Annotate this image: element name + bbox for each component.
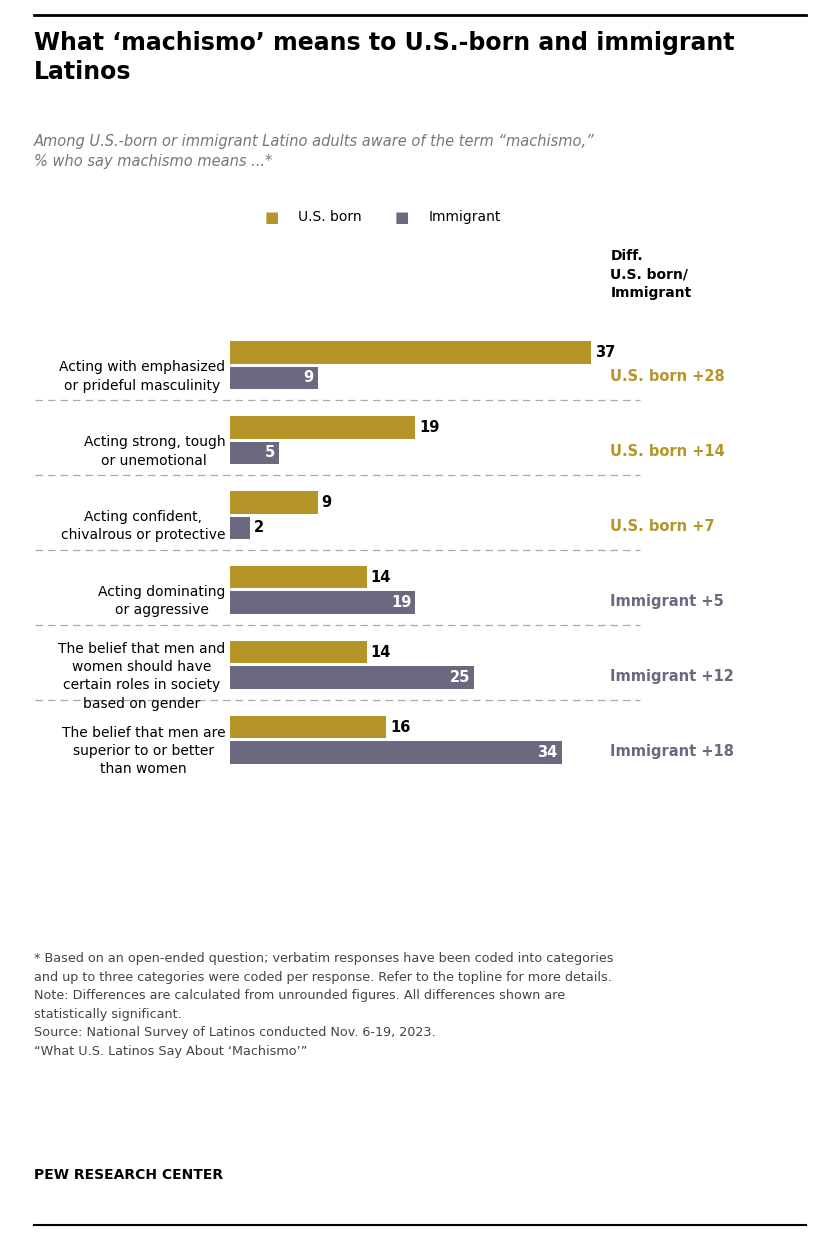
Text: 2: 2	[254, 521, 264, 536]
Text: 25: 25	[449, 670, 470, 686]
Text: 14: 14	[370, 569, 391, 585]
Text: Acting dominating
or aggressive: Acting dominating or aggressive	[97, 585, 225, 618]
Text: U.S. born +7: U.S. born +7	[610, 518, 715, 533]
Text: ■: ■	[395, 210, 409, 224]
Text: 34: 34	[538, 745, 558, 760]
Text: Acting with emphasized
or prideful masculinity: Acting with emphasized or prideful mascu…	[59, 361, 225, 393]
Bar	[230, 742, 561, 764]
Bar	[230, 367, 318, 389]
Text: Acting strong, tough
or unemotional: Acting strong, tough or unemotional	[83, 435, 225, 467]
Text: Immigrant +5: Immigrant +5	[610, 594, 724, 609]
Bar	[230, 341, 591, 363]
Text: Diff.
U.S. born/
Immigrant: Diff. U.S. born/ Immigrant	[610, 249, 691, 300]
Text: 16: 16	[390, 719, 410, 734]
Text: 19: 19	[419, 420, 439, 435]
Text: The belief that men are
superior to or better
than women: The belief that men are superior to or b…	[61, 725, 225, 776]
Text: Immigrant +18: Immigrant +18	[610, 744, 734, 759]
Text: * Based on an open-ended question; verbatim responses have been coded into categ: * Based on an open-ended question; verba…	[34, 952, 613, 1058]
Bar	[230, 517, 249, 539]
Text: The belief that men and
women should have
certain roles in society
based on gend: The belief that men and women should hav…	[58, 641, 225, 711]
Text: U.S. born +28: U.S. born +28	[610, 370, 725, 384]
Text: PEW RESEARCH CENTER: PEW RESEARCH CENTER	[34, 1168, 223, 1182]
Text: 19: 19	[391, 595, 412, 610]
Text: 5: 5	[265, 445, 275, 460]
Text: Immigrant +12: Immigrant +12	[610, 668, 734, 683]
Bar	[230, 441, 279, 464]
Bar	[230, 565, 366, 589]
Bar	[230, 417, 415, 439]
Text: Acting confident,
chivalrous or protective: Acting confident, chivalrous or protecti…	[60, 510, 225, 542]
Text: U.S. born: U.S. born	[298, 210, 362, 224]
Bar	[230, 491, 318, 513]
Bar	[230, 641, 366, 663]
Text: 37: 37	[595, 345, 615, 360]
Text: U.S. born +14: U.S. born +14	[610, 444, 725, 459]
Bar	[230, 666, 474, 689]
Text: Immigrant: Immigrant	[428, 210, 501, 224]
Text: 9: 9	[304, 371, 314, 386]
Text: Among U.S.-born or immigrant Latino adults aware of the term “machismo,”
% who s: Among U.S.-born or immigrant Latino adul…	[34, 134, 595, 169]
Text: 9: 9	[322, 495, 332, 510]
Bar	[230, 715, 386, 738]
Text: 14: 14	[370, 645, 391, 660]
Text: What ‘machismo’ means to U.S.-born and immigrant
Latinos: What ‘machismo’ means to U.S.-born and i…	[34, 31, 734, 84]
Bar	[230, 591, 415, 614]
Text: ■: ■	[265, 210, 279, 224]
